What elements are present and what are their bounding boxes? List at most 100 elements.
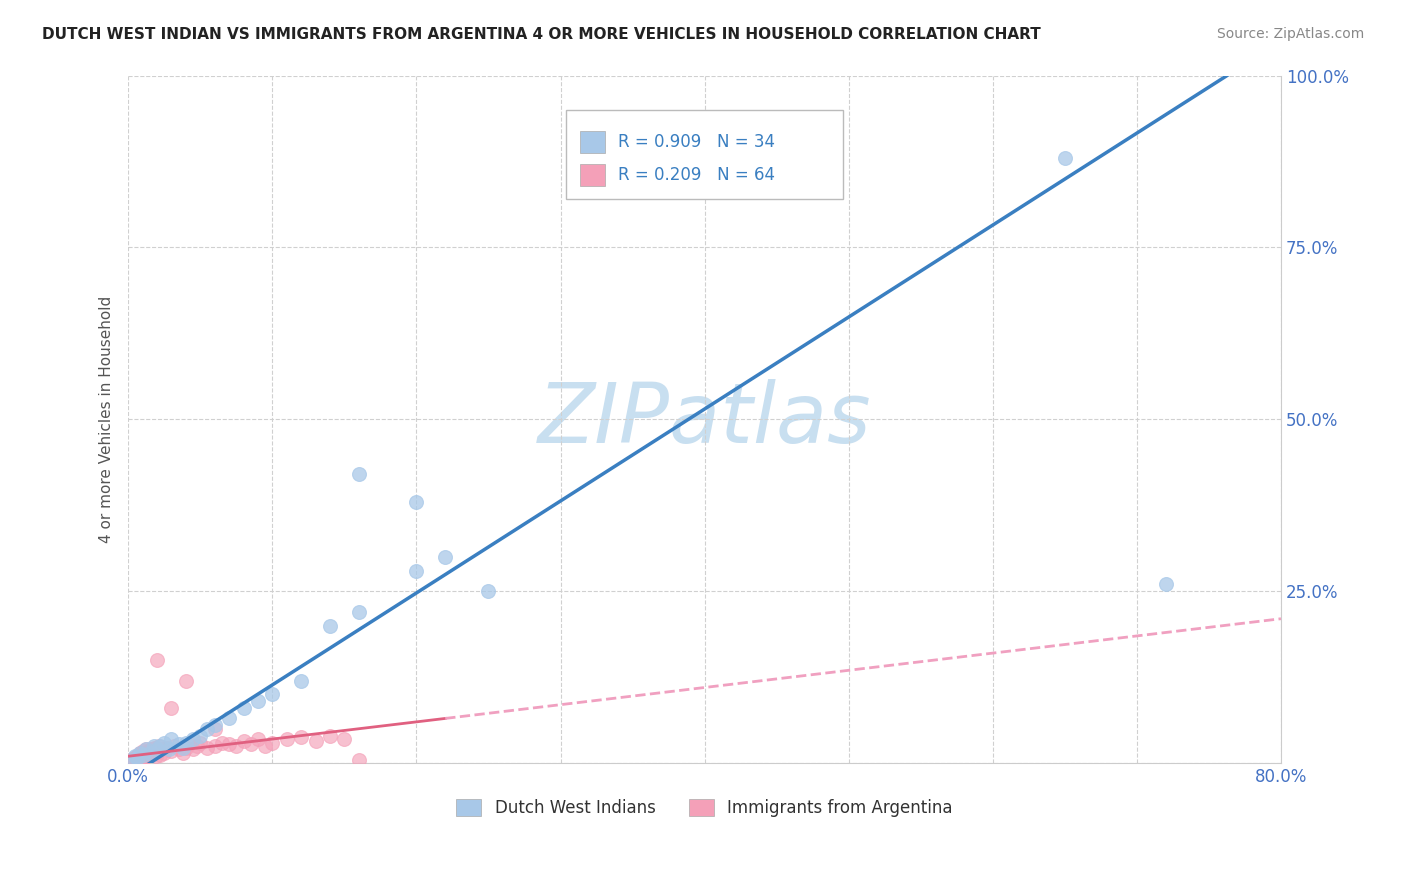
Point — [129, 749, 152, 764]
Point — [143, 739, 166, 753]
Point — [319, 618, 342, 632]
Point — [149, 747, 172, 762]
Point — [127, 747, 149, 762]
Point — [246, 694, 269, 708]
Point — [131, 747, 153, 762]
Point — [124, 751, 146, 765]
Point — [347, 605, 370, 619]
Point — [135, 746, 157, 760]
Point — [246, 732, 269, 747]
Point — [121, 753, 143, 767]
Point — [290, 730, 312, 744]
Text: ZIPatlas: ZIPatlas — [537, 379, 872, 459]
Point — [174, 673, 197, 688]
Point — [290, 673, 312, 688]
Point — [129, 753, 152, 767]
Point — [167, 742, 190, 756]
Point — [121, 752, 143, 766]
Point — [232, 701, 254, 715]
Point — [121, 754, 143, 768]
Point — [143, 741, 166, 756]
Point — [153, 746, 176, 760]
FancyBboxPatch shape — [567, 110, 844, 199]
Point — [146, 744, 169, 758]
Point — [145, 749, 167, 764]
Point — [172, 741, 194, 756]
Point — [124, 754, 146, 768]
Point — [125, 749, 148, 764]
Point — [136, 749, 159, 764]
Point — [1154, 577, 1177, 591]
Point — [204, 722, 226, 736]
Point — [434, 549, 457, 564]
Point — [177, 737, 200, 751]
Point — [1053, 151, 1076, 165]
Point — [124, 749, 146, 764]
Point — [211, 735, 233, 749]
Point — [135, 742, 157, 756]
Point — [188, 735, 211, 749]
Text: DUTCH WEST INDIAN VS IMMIGRANTS FROM ARGENTINA 4 OR MORE VEHICLES IN HOUSEHOLD C: DUTCH WEST INDIAN VS IMMIGRANTS FROM ARG… — [42, 27, 1040, 42]
Point — [174, 741, 197, 756]
Point — [204, 718, 226, 732]
Point — [225, 739, 247, 753]
FancyBboxPatch shape — [581, 131, 606, 153]
Point — [160, 701, 183, 715]
Text: R = 0.909   N = 34: R = 0.909 N = 34 — [619, 133, 775, 152]
Point — [218, 737, 240, 751]
Point — [254, 739, 277, 753]
Text: Source: ZipAtlas.com: Source: ZipAtlas.com — [1216, 27, 1364, 41]
Point — [172, 746, 194, 760]
Point — [128, 746, 150, 760]
Point — [125, 750, 148, 764]
Point — [128, 751, 150, 765]
Point — [262, 687, 284, 701]
Point — [148, 739, 170, 753]
Point — [232, 734, 254, 748]
Point — [181, 732, 204, 747]
Point — [120, 753, 142, 767]
Point — [262, 735, 284, 749]
Y-axis label: 4 or more Vehicles in Household: 4 or more Vehicles in Household — [100, 296, 114, 543]
Point — [157, 742, 180, 756]
Text: R = 0.209   N = 64: R = 0.209 N = 64 — [619, 166, 775, 185]
Point — [333, 732, 356, 747]
Point — [125, 753, 148, 767]
Point — [160, 732, 183, 747]
Point — [150, 742, 173, 756]
Point — [186, 739, 208, 753]
Point — [156, 741, 179, 756]
Point — [135, 742, 157, 756]
FancyBboxPatch shape — [581, 164, 606, 186]
Point — [218, 711, 240, 725]
Point — [477, 584, 499, 599]
Point — [146, 653, 169, 667]
Point — [132, 750, 155, 764]
Point — [163, 739, 186, 753]
Point — [204, 739, 226, 753]
Point — [276, 732, 298, 747]
Point — [304, 734, 326, 748]
Legend: Dutch West Indians, Immigrants from Argentina: Dutch West Indians, Immigrants from Arge… — [450, 792, 959, 823]
Point — [239, 737, 262, 751]
Point — [142, 746, 165, 760]
Point — [160, 744, 183, 758]
Point — [174, 735, 197, 749]
Point — [405, 495, 427, 509]
Point — [131, 747, 153, 762]
Point — [146, 742, 169, 756]
Point — [128, 746, 150, 760]
Point — [347, 467, 370, 482]
Point — [153, 735, 176, 749]
Point — [139, 746, 162, 760]
Point — [197, 741, 219, 756]
Point — [138, 744, 160, 758]
Point — [122, 753, 145, 767]
Point — [405, 564, 427, 578]
Point — [181, 742, 204, 756]
Point — [149, 739, 172, 753]
Point — [118, 755, 141, 769]
Point — [120, 756, 142, 770]
Point — [127, 750, 149, 764]
Point — [188, 729, 211, 743]
